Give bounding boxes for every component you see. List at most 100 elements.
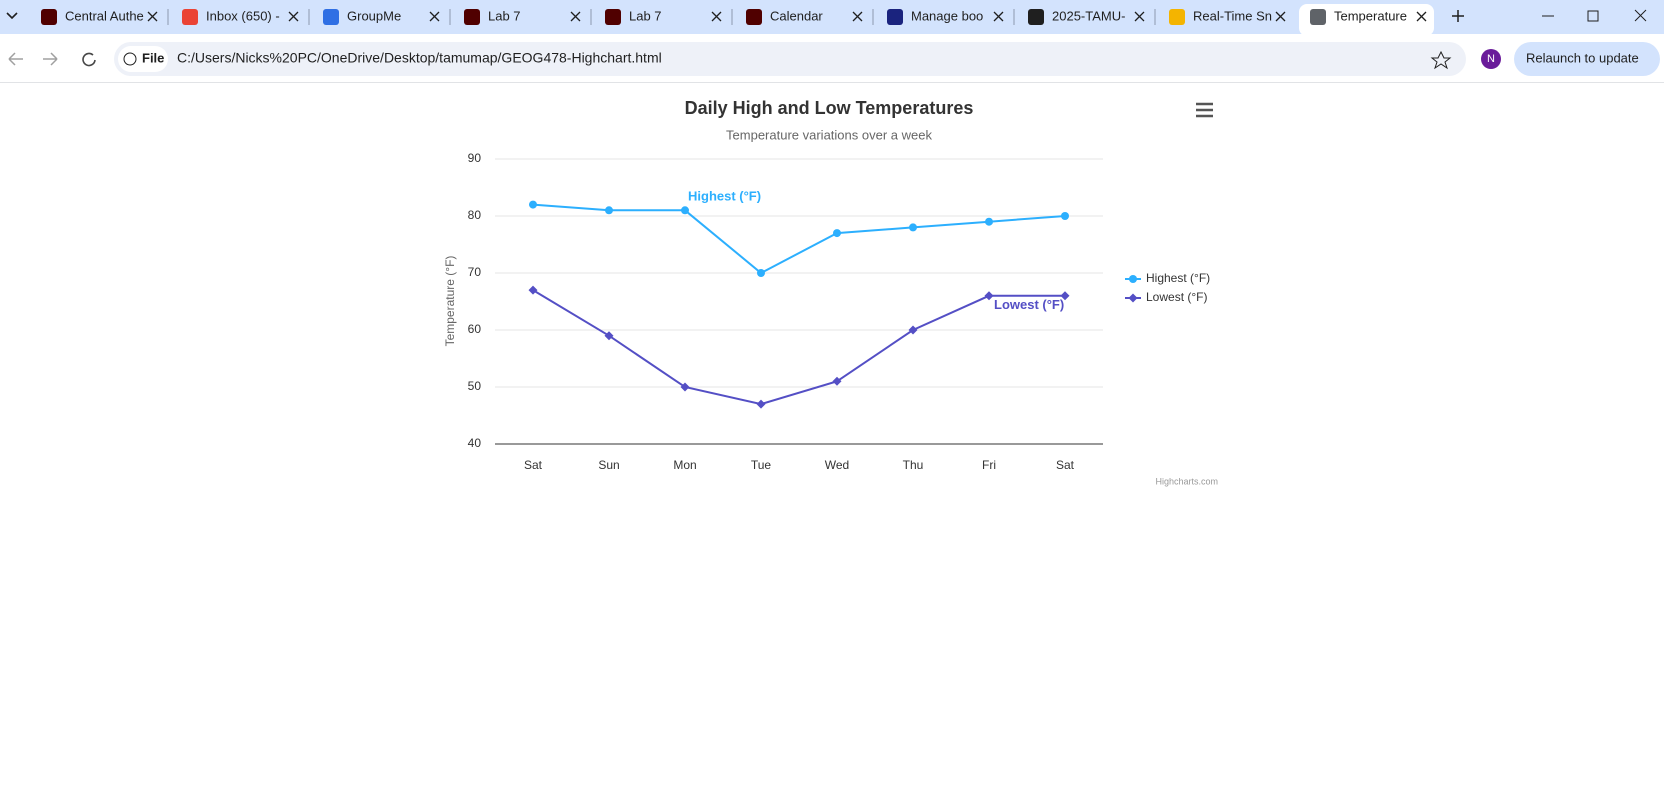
data-point[interactable] — [909, 223, 917, 232]
x-tick-label: Thu — [903, 458, 924, 472]
tab[interactable]: Central Authe — [41, 8, 158, 25]
tab-title: Manage boo — [911, 8, 983, 23]
new-tab[interactable] — [1452, 10, 1464, 22]
export-menu[interactable] — [1196, 102, 1213, 118]
back[interactable] — [8, 52, 23, 66]
chart-title: Daily High and Low Temperatures — [685, 98, 974, 118]
relaunch-button[interactable] — [1514, 42, 1660, 76]
profile-initial: N — [1487, 53, 1495, 65]
y-tick-label: 70 — [468, 265, 482, 279]
data-point[interactable] — [604, 331, 614, 341]
tab[interactable]: Manage boo — [872, 8, 1004, 25]
tab-close[interactable] — [288, 11, 299, 22]
tab-close[interactable] — [1275, 11, 1286, 22]
tabs: Central Authe Inbox (650) - GroupMe Lab 7 La… — [41, 4, 1434, 36]
tab-icon — [1310, 9, 1326, 25]
y-tick-label: 90 — [468, 151, 482, 165]
reload[interactable] — [82, 52, 96, 67]
data-point[interactable] — [985, 217, 993, 226]
forward[interactable] — [43, 52, 58, 66]
line — [532, 203, 1066, 275]
series-label: Lowest (°F) — [994, 297, 1064, 312]
tab-close[interactable] — [993, 11, 1004, 22]
tab-close[interactable] — [1134, 11, 1145, 22]
data-point[interactable] — [1129, 275, 1137, 283]
tab-search[interactable] — [6, 12, 18, 20]
data-point[interactable] — [908, 325, 918, 335]
data-point[interactable] — [833, 229, 841, 238]
data-point[interactable] — [680, 382, 690, 392]
tab-icon — [182, 9, 198, 25]
tab[interactable]: 2025-TAMU- — [1013, 8, 1145, 25]
series: Highest (°F) Highest (°F) — [529, 189, 1210, 285]
file-label: File — [142, 50, 164, 65]
x-tick-label: Wed — [825, 458, 849, 472]
tab[interactable]: Lab 7 — [449, 8, 581, 25]
tab-close[interactable] — [147, 11, 158, 22]
address[interactable]: C:/Users/Nicks%20PC/OneDrive/Desktop/tam… — [177, 50, 662, 66]
tab-title: Lab 7 — [488, 8, 521, 23]
bookmark-star[interactable] — [1430, 50, 1452, 70]
site-info[interactable] — [118, 46, 168, 72]
tab[interactable]: Real-Time Sn — [1154, 8, 1286, 25]
y-axis-title: Temperature (°F) — [443, 256, 457, 347]
tab-title: Central Authe — [65, 8, 144, 23]
active-tab-bg — [1299, 4, 1434, 36]
tab-icon — [1028, 9, 1044, 25]
tab-close[interactable] — [429, 11, 440, 22]
data-point[interactable] — [1060, 291, 1070, 301]
tab-title: 2025-TAMU- — [1052, 8, 1125, 23]
chart-subtitle: Temperature variations over a week — [726, 127, 932, 142]
tab[interactable]: Calendar — [731, 8, 863, 25]
tab-icon — [41, 9, 57, 25]
tab-title: Temperature — [1334, 8, 1407, 23]
y-tick-label: 50 — [468, 379, 482, 393]
tab-title: Real-Time Sn — [1193, 8, 1272, 23]
close-window[interactable] — [1634, 9, 1647, 22]
data-point[interactable] — [605, 206, 613, 215]
data-point[interactable] — [984, 291, 994, 301]
data-point[interactable] — [1061, 212, 1069, 220]
tab[interactable]: Temperature — [1299, 4, 1434, 36]
tab[interactable]: GroupMe — [308, 8, 440, 25]
tab-icon — [887, 9, 903, 25]
data-point[interactable] — [528, 285, 538, 295]
tab-close[interactable] — [1416, 11, 1427, 22]
tab-title: Lab 7 — [629, 8, 662, 23]
x-tick-label: Sun — [598, 458, 619, 472]
tab-close[interactable] — [711, 11, 722, 22]
x-tick-label: Mon — [673, 458, 696, 472]
info-icon — [123, 52, 137, 66]
maximize[interactable] — [1587, 10, 1599, 22]
legend-label[interactable]: Highest (°F) — [1146, 271, 1210, 285]
tab-icon — [1169, 9, 1185, 25]
tab-title: GroupMe — [347, 8, 401, 23]
omnibox[interactable] — [114, 42, 1466, 76]
data-point[interactable] — [529, 200, 537, 209]
tab-close[interactable] — [570, 11, 581, 22]
tab-icon — [464, 9, 480, 25]
tab-close[interactable] — [852, 11, 863, 22]
series: Lowest (°F) Lowest (°F) — [528, 285, 1207, 409]
tab-icon — [746, 9, 762, 25]
y-tick-label: 60 — [468, 322, 482, 336]
tab-title: Inbox (650) - — [206, 8, 280, 23]
tab-icon — [605, 9, 621, 25]
legend-label[interactable]: Lowest (°F) — [1146, 290, 1207, 304]
series-label: Highest (°F) — [688, 189, 761, 204]
credits[interactable]: Highcharts.com — [1155, 476, 1218, 486]
data-point[interactable] — [681, 206, 689, 215]
tab-icon — [323, 9, 339, 25]
data-point[interactable] — [832, 376, 842, 386]
profile[interactable] — [1481, 49, 1501, 69]
tab[interactable]: Lab 7 — [590, 8, 722, 25]
x-tick-label: Tue — [751, 458, 772, 472]
data-point[interactable] — [756, 399, 766, 409]
line — [532, 289, 1065, 406]
x-tick-label: Sat — [524, 458, 543, 472]
data-point[interactable] — [1128, 293, 1138, 303]
tab[interactable]: Inbox (650) - — [167, 8, 299, 25]
data-point[interactable] — [757, 269, 765, 277]
x-tick-label: Fri — [982, 458, 996, 472]
